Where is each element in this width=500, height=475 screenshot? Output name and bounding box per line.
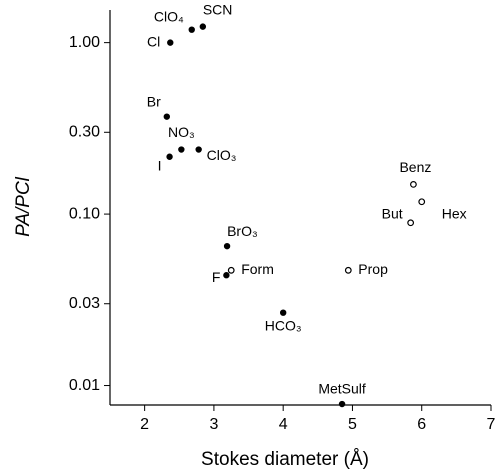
x-tick-label: 5 — [348, 416, 357, 433]
y-tick-label: 0.03 — [69, 295, 100, 312]
point — [418, 198, 426, 206]
point — [166, 153, 173, 160]
point-label: Form — [241, 261, 274, 277]
x-tick-label: 7 — [487, 416, 496, 433]
point-label: F — [212, 269, 221, 285]
point — [163, 113, 171, 120]
point-label: Benz — [399, 159, 431, 175]
x-axis-label: Stokes diameter (Å) — [201, 449, 369, 470]
point — [178, 146, 185, 153]
point — [227, 266, 235, 274]
x-tick-label: 6 — [417, 416, 426, 433]
y-tick-label: 0.10 — [69, 205, 100, 222]
point-label: MetSulf — [318, 381, 366, 397]
point-label: Prop — [358, 261, 388, 277]
x-tick-label: 2 — [140, 416, 149, 433]
point — [223, 272, 230, 279]
point-label: Cl — [147, 33, 160, 49]
x-tick-label: 3 — [209, 416, 218, 433]
point-label: Br — [147, 93, 161, 109]
point-label: ClO₃ — [207, 147, 237, 163]
point — [195, 146, 202, 153]
y-tick-label: 0.30 — [69, 124, 100, 141]
y-axis-label: PA/PCl — [13, 176, 34, 237]
point — [199, 23, 207, 30]
point — [279, 309, 287, 316]
point-label: BrO₃ — [227, 223, 258, 239]
y-tick-label: 1.00 — [69, 34, 100, 51]
point — [338, 400, 346, 408]
point — [407, 219, 415, 227]
x-tick-label: 4 — [279, 416, 288, 433]
point-label: But — [382, 205, 403, 221]
point-label: SCN — [203, 1, 233, 17]
point — [410, 180, 417, 188]
point-label: ClO₄ — [154, 8, 184, 24]
point — [188, 26, 195, 33]
point — [344, 266, 352, 274]
point-label: Hex — [442, 205, 467, 221]
point-label: HCO₃ — [265, 317, 302, 333]
point-label: NO₃ — [168, 124, 195, 140]
point — [167, 39, 174, 46]
point — [223, 242, 231, 250]
point-label: I — [158, 157, 162, 173]
y-tick-label: 0.01 — [69, 377, 100, 394]
